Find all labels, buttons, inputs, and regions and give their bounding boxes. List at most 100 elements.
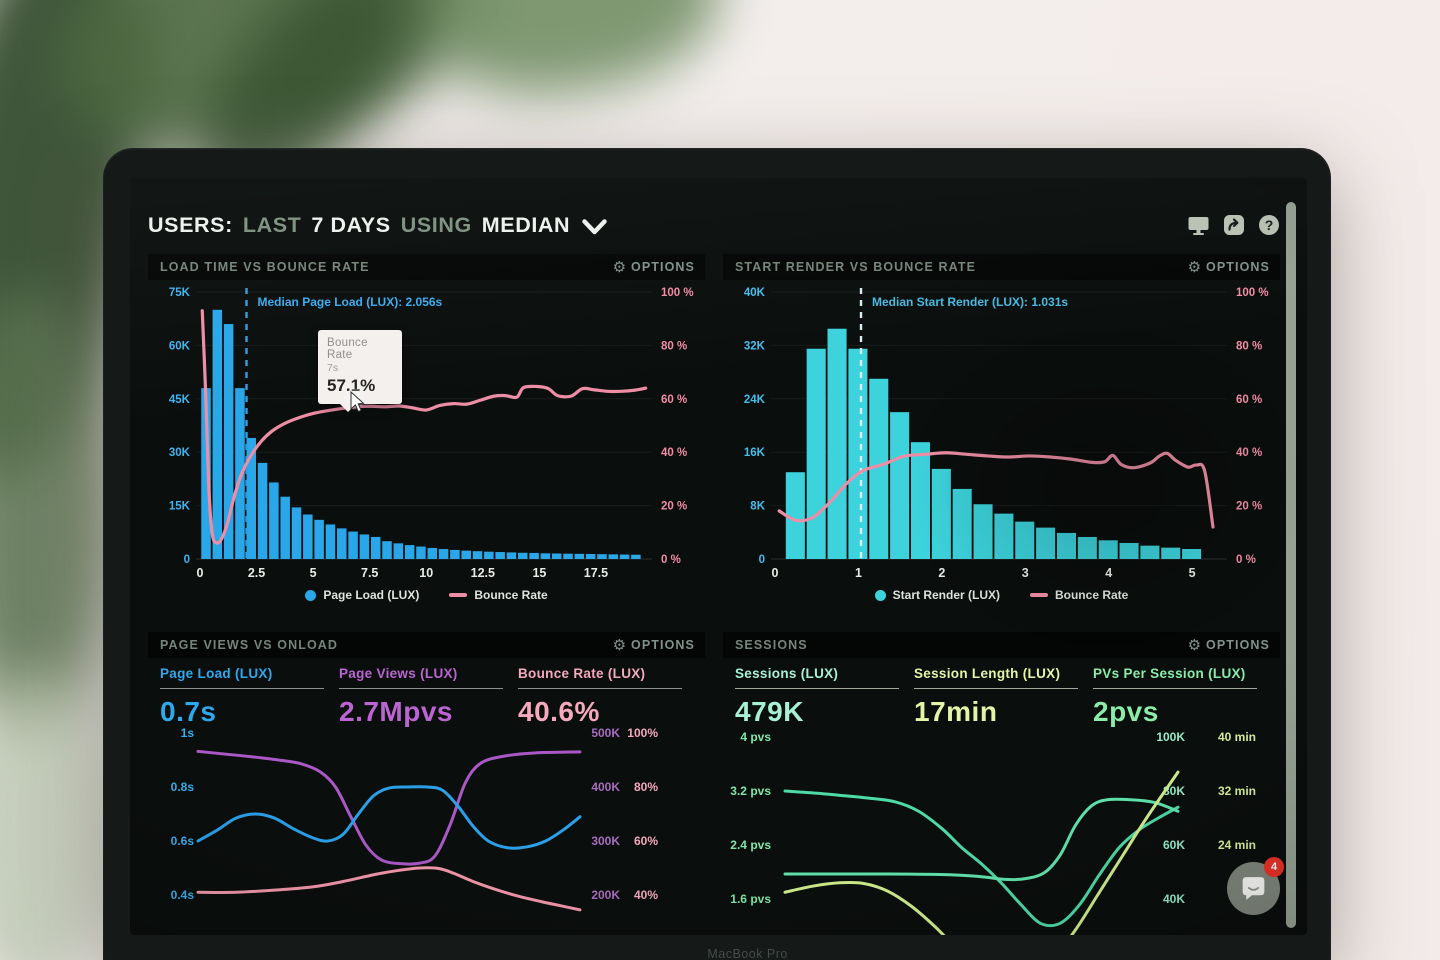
median-annotation: Median Start Render (LUX): 1.031s xyxy=(872,295,1068,309)
help-icon[interactable]: ? xyxy=(1258,214,1280,236)
legend-item[interactable]: Bounce Rate xyxy=(1029,588,1128,602)
options-button[interactable]: ⚙ OPTIONS xyxy=(612,636,695,654)
bar xyxy=(1161,547,1181,559)
y-axis-right-label: 40% xyxy=(634,888,658,902)
page-views-vs-onload-svg: 1s 500K 100% 0.8s 400K 80% 0.6s 300K 60% 0.4s 200K… xyxy=(171,726,658,912)
display-icon[interactable] xyxy=(1187,214,1210,236)
laptop-brand-label: MacBook Pro xyxy=(707,947,788,960)
bar xyxy=(484,551,494,559)
y-axis-right-label: 0 % xyxy=(1236,554,1256,566)
sessions-chart[interactable]: 4 pvs 100K 40 min 3.2 pvs 80K 32 min 2.4 pvs 60… xyxy=(723,723,1280,935)
y-axis-right-label: 80 % xyxy=(661,340,687,352)
y-axis-right-label: 100 % xyxy=(1236,287,1269,299)
y-axis-left-label: 8K xyxy=(750,501,765,513)
page-views-chart[interactable]: 1s 500K 100% 0.8s 400K 80% 0.6s 300K 60% 0.4s 200K… xyxy=(148,723,705,935)
bar xyxy=(540,553,551,559)
legend-item[interactable]: Bounce Rate xyxy=(449,588,548,602)
x-axis-label: 1 xyxy=(855,566,862,580)
chat-widget-button[interactable]: 4 xyxy=(1227,857,1284,915)
chevron-down-icon[interactable] xyxy=(582,219,607,235)
load-time-chart[interactable]: 75K 100 % 60K 80 % 45K 60 % 30K 40 % 15K 20 % 0 0 %… xyxy=(148,282,705,593)
plant-leaf xyxy=(0,290,110,730)
bar xyxy=(1182,548,1202,559)
x-axis-label: 10 xyxy=(419,566,433,580)
chart-legend: Page Load (LUX) Bounce Rate xyxy=(148,588,705,602)
options-button[interactable]: ⚙ OPTIONS xyxy=(1187,258,1270,276)
gear-icon: ⚙ xyxy=(612,636,627,654)
bar xyxy=(416,546,426,559)
panel-header: PAGE VIEWS VS ONLOAD ⚙ OPTIONS xyxy=(148,632,705,658)
y-axis-left-label: 30K xyxy=(169,447,191,459)
gear-icon: ⚙ xyxy=(1187,258,1202,276)
legend-dot-swatch xyxy=(305,589,317,601)
bar xyxy=(551,553,562,559)
bar xyxy=(1056,532,1077,559)
chat-bubble-icon xyxy=(1242,877,1265,900)
title-segment: LAST xyxy=(242,212,302,237)
bar xyxy=(337,528,347,559)
legend-label: Bounce Rate xyxy=(474,588,548,602)
series-pvs-per-session-lux- xyxy=(783,797,1180,882)
options-button[interactable]: ⚙ OPTIONS xyxy=(1187,636,1270,654)
bar xyxy=(223,324,234,559)
bar xyxy=(890,412,910,559)
x-axis-label: 0 xyxy=(772,566,779,580)
bar xyxy=(1119,542,1139,559)
bar xyxy=(806,348,826,559)
metric-value: 479K xyxy=(735,696,804,727)
bar xyxy=(235,388,245,559)
bar xyxy=(1036,527,1056,559)
bar xyxy=(1140,545,1160,559)
bar xyxy=(952,488,972,559)
scrollbar[interactable] xyxy=(1286,202,1296,928)
share-icon[interactable] xyxy=(1223,214,1245,236)
y-axis-right-label: 24 min xyxy=(1218,838,1256,852)
title-segment: 7 DAYS xyxy=(311,212,391,237)
legend-item[interactable]: Start Render (LUX) xyxy=(874,588,1000,602)
x-axis-label: 7.5 xyxy=(361,566,378,580)
y-axis-left-label: 60K xyxy=(169,340,191,352)
panel-header: LOAD TIME VS BOUNCE RATE ⚙ OPTIONS xyxy=(148,254,705,280)
bar xyxy=(472,551,483,559)
legend-item[interactable]: Page Load (LUX) xyxy=(305,588,419,602)
y-axis-right-label: 100K xyxy=(1156,730,1185,744)
bar xyxy=(1098,540,1118,559)
y-axis-right-label: 20 % xyxy=(1236,501,1262,513)
y-axis-right-label: 100% xyxy=(627,726,658,740)
metric-row: Page Load (LUX) 0.7s Page Views (LUX) 2.7Mp… xyxy=(160,666,697,728)
metric-column: Session Length (LUX) 17min xyxy=(914,666,1078,728)
options-button[interactable]: ⚙ OPTIONS xyxy=(612,258,695,276)
bar xyxy=(973,504,993,559)
bar xyxy=(931,468,951,559)
y-axis-left-label: 3.2 pvs xyxy=(730,784,771,798)
series-bounce-rate-lux- xyxy=(196,866,582,912)
y-axis-right-label: 400K xyxy=(591,780,620,794)
y-axis-left-label: 0 xyxy=(759,554,765,566)
metric-label: Bounce Rate (LUX) xyxy=(518,666,646,681)
panel-page-views: PAGE VIEWS VS ONLOAD ⚙ OPTIONS Page Load… xyxy=(148,632,705,935)
y-axis-right-label: 60% xyxy=(634,834,658,848)
series-page-views-lux- xyxy=(196,749,582,866)
bar xyxy=(212,309,223,559)
metric-underline xyxy=(339,688,503,689)
x-axis-label: 12.5 xyxy=(471,566,495,580)
start-render-chart[interactable]: 40K 100 % 32K 80 % 24K 60 % 16K 40 % 8K 20 % 0 0 % M… xyxy=(723,282,1280,593)
y-axis-left-label: 40K xyxy=(744,287,766,299)
metric-column: Page Views (LUX) 2.7Mpvs xyxy=(339,666,503,728)
bar xyxy=(450,549,460,559)
page-title[interactable]: USERS: LAST 7 DAYS USING MEDIAN xyxy=(148,213,580,238)
bar xyxy=(404,545,415,559)
bar xyxy=(427,547,438,559)
header-icons: ? xyxy=(1187,214,1280,236)
metric-row: Sessions (LUX) 479K Session Length (LUX) 17… xyxy=(735,666,1272,728)
series-page-load-lux- xyxy=(196,785,582,850)
panel-sessions: SESSIONS ⚙ OPTIONS Sessions (LUX) 479K Ses… xyxy=(723,632,1280,935)
dashboard-screen: USERS: LAST 7 DAYS USING MEDIAN xyxy=(130,178,1307,935)
bar xyxy=(246,437,257,559)
bar xyxy=(303,514,313,559)
y-axis-left-label: 0.4s xyxy=(171,888,195,902)
panel-title: PAGE VIEWS VS ONLOAD xyxy=(160,638,339,652)
legend-line-swatch xyxy=(1029,593,1048,597)
bar xyxy=(382,541,392,559)
